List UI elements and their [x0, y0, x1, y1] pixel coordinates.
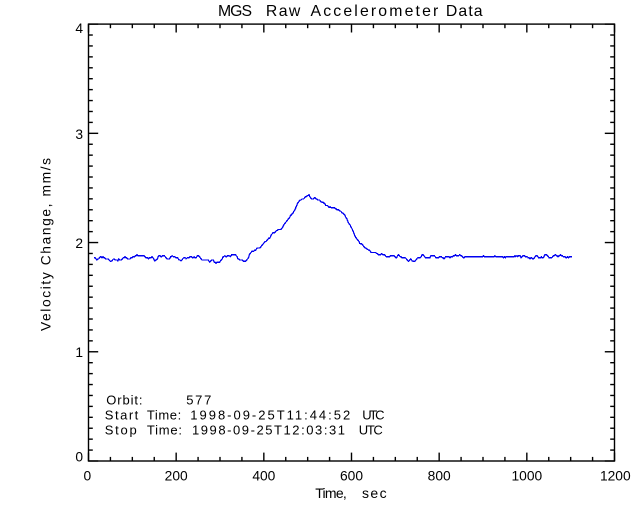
- svg-text:577: 577: [186, 393, 211, 408]
- svg-text:Start: Start: [105, 407, 139, 422]
- svg-text:0: 0: [75, 449, 83, 464]
- svg-text:Data: Data: [446, 3, 483, 20]
- svg-text:Time,: Time,: [315, 485, 347, 501]
- svg-text:Orbit:: Orbit:: [106, 393, 142, 408]
- svg-text:3: 3: [75, 127, 83, 142]
- svg-text:2: 2: [75, 236, 83, 251]
- svg-text:800: 800: [428, 469, 451, 484]
- svg-text:1998-09-25T11:44:52: 1998-09-25T11:44:52: [190, 407, 350, 422]
- svg-text:200: 200: [165, 469, 188, 484]
- svg-text:600: 600: [340, 469, 363, 484]
- svg-text:UTC: UTC: [362, 407, 384, 422]
- svg-text:Velocity Change, mm/s: Velocity Change, mm/s: [39, 158, 54, 331]
- svg-text:UTC: UTC: [359, 423, 383, 438]
- svg-text:Raw: Raw: [266, 3, 301, 20]
- svg-text:0: 0: [83, 469, 91, 484]
- svg-text:4: 4: [75, 21, 83, 36]
- svg-text:1998-09-25T12:03:31: 1998-09-25T12:03:31: [192, 423, 345, 438]
- svg-text:Accelerometer: Accelerometer: [311, 3, 439, 20]
- svg-text:1200: 1200: [600, 469, 631, 484]
- svg-text:Time:: Time:: [147, 407, 181, 422]
- svg-text:1: 1: [75, 345, 83, 360]
- svg-text:sec: sec: [362, 485, 387, 501]
- svg-text:1000: 1000: [511, 469, 542, 484]
- svg-text:Stop: Stop: [105, 423, 137, 438]
- svg-text:400: 400: [252, 469, 275, 484]
- svg-text:MGS: MGS: [218, 3, 252, 20]
- svg-text:Time:: Time:: [147, 423, 182, 438]
